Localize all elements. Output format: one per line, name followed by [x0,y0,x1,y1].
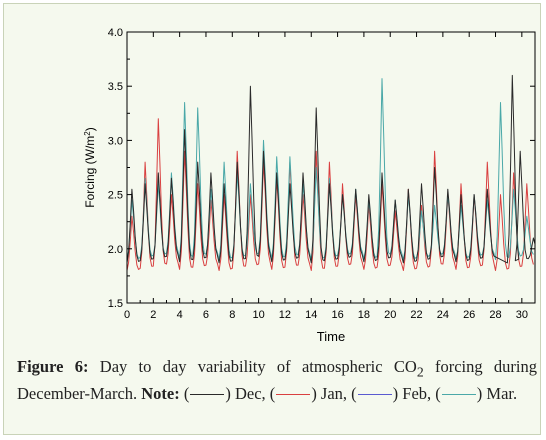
legend-key-feb [357,394,392,396]
paren-open: ( [179,384,190,404]
y-tick-label: 1.5 [108,298,123,310]
x-tick-label: 16 [331,309,343,321]
x-tick-label: 12 [279,309,291,321]
legend-label-jan: ) Jan, ( [311,384,357,404]
figure-caption: Figure 6: Day to day variability of atmo… [17,356,537,405]
x-tick-label: 0 [124,309,130,321]
x-tick-label: 26 [463,309,475,321]
x-tick-label: 22 [410,309,422,321]
legend-label-feb: ) Feb, ( [392,384,441,404]
y-axis-label: Forcing (W/m2) [83,127,98,207]
x-tick-label: 30 [516,309,528,321]
x-tick-label: 10 [252,309,264,321]
x-tick-label: 20 [384,309,396,321]
y-tick-label: 2.0 [108,244,123,256]
y-tick-label: 3.5 [108,81,123,93]
legend-label-dec: ) Dec, ( [225,384,276,404]
x-tick-label: 28 [489,309,501,321]
series-line-dec [126,74,536,264]
plot-lines [126,74,536,271]
x-tick-label: 4 [177,309,183,321]
series-line-jan [126,118,534,271]
y-tick-label: 4.0 [108,27,123,39]
y-tick-label: 3.0 [108,135,123,147]
plot-area-border [126,31,536,304]
note-label: Note: [141,384,180,404]
axes: 1.52.02.53.03.54.00 2 4 6 8 10 12 14 16 18 20 22 24 2… [108,27,536,321]
x-tick-label: 24 [437,309,449,321]
x-tick-label: 2 [150,309,156,321]
caption-text-b: forcing during December-March. [17,357,538,404]
x-axis-label: Time [317,329,345,344]
caption-subscript: 2 [416,364,424,380]
legend-key-jan [276,394,311,396]
legend-key-mar [441,394,476,396]
caption-text-a: Day to day variability of atmospheric CO [88,357,417,376]
figure-frame: 1.5 2.0 2.5 3.0 3.5 4.0 0 2 4 6 8 10 12 14 16 18 20 22 24 2… [3,3,541,435]
x-tick-label: 8 [229,309,235,321]
caption-label: Figure 6: [17,357,89,376]
legend-label-mar: ) Mar. [476,384,518,404]
x-tick-label: 6 [203,309,209,321]
line-chart: 1.52.02.53.03.54.00 2 4 6 8 10 12 14 16 18 20 22 24 2… [83,27,536,344]
y-tick-label: 2.5 [108,190,123,202]
legend-key-dec [190,394,225,396]
x-tick-label: 14 [305,309,317,321]
x-tick-label: 18 [358,309,370,321]
